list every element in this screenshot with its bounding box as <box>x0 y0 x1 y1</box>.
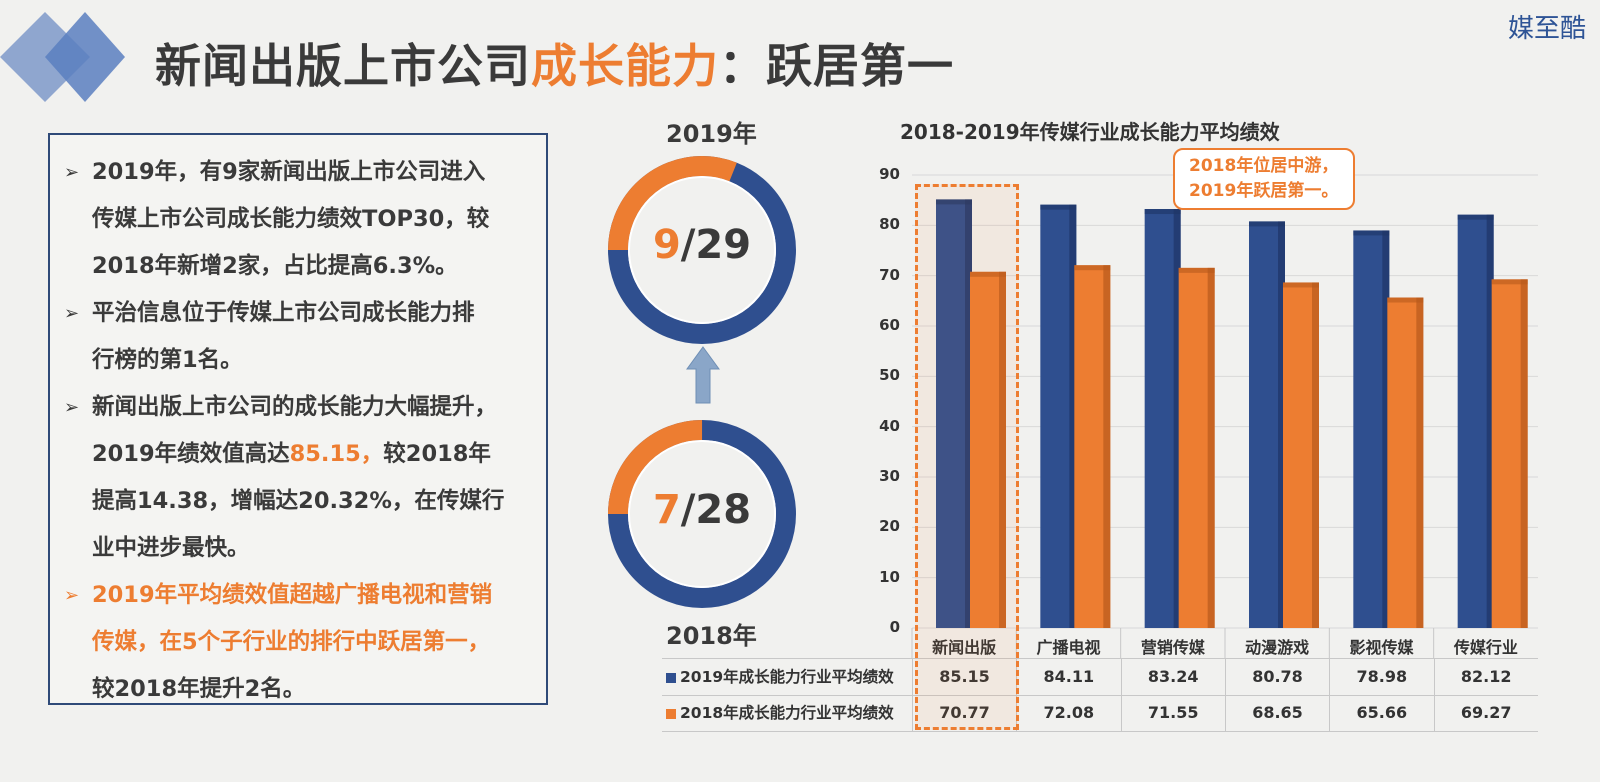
bar-2018-5 <box>1491 279 1528 628</box>
bar-2018-4 <box>1387 297 1424 628</box>
bar-2018-2 <box>1178 267 1215 628</box>
table-cell: 85.15 <box>912 659 1016 695</box>
donut-ring-orange <box>608 420 796 608</box>
legend-swatch-2019 <box>666 672 676 683</box>
arrow-bullet-icon: ➢ <box>64 585 80 606</box>
table-cell: 71.55 <box>1120 695 1225 731</box>
table-cell: 70.77 <box>912 695 1016 731</box>
bullet-2: ➢ 平治信息位于传媒上市公司成长能力排 行榜的第1名。 <box>64 290 536 384</box>
table-cell: 80.78 <box>1225 659 1329 695</box>
y-tick-label: 80 <box>879 215 900 234</box>
bar-2018-0 <box>970 271 1006 628</box>
bullet-4: ➢ 2019年平均绩效值超越广播电视和营销 传媒，在5个子行业的排行中跃居第一，… <box>64 572 536 713</box>
table-cell: 68.65 <box>1225 695 1329 731</box>
arrow-bullet-icon: ➢ <box>64 397 80 418</box>
table-cell: 84.11 <box>1016 659 1120 695</box>
donut-inner-edge <box>628 176 776 324</box>
category-label: 广播电视 <box>1036 638 1101 657</box>
table-row-2018: 2018年成长能力行业平均绩效 70.77 72.08 71.55 68.65 65.6… <box>662 695 1538 732</box>
y-tick-label: 40 <box>879 416 900 435</box>
donut-2018-year: 2018年 <box>666 622 757 650</box>
donut-2018-ratio: 7/28 <box>652 487 752 533</box>
table-row-2019: 2019年成长能力行业平均绩效 85.15 84.11 83.24 80.78 78.9… <box>662 659 1538 696</box>
chart-title: 2018-2019年传媒行业成长能力平均绩效 <box>900 120 1280 144</box>
arrow-bullet-icon: ➢ <box>64 162 80 183</box>
legend-2018: 2018年成长能力行业平均绩效 <box>662 695 916 731</box>
bar-2018-1 <box>1074 265 1111 628</box>
y-tick-label: 30 <box>879 467 900 485</box>
table-cell: 65.66 <box>1329 695 1433 731</box>
table-cell: 78.98 <box>1329 659 1433 695</box>
arrow-bullet-icon: ➢ <box>64 303 80 324</box>
bar-2019-4 <box>1353 230 1390 628</box>
table-cell: 72.08 <box>1016 695 1120 731</box>
category-label: 影视传媒 <box>1349 638 1414 657</box>
bullet-1: ➢ 2019年，有9家新闻出版上市公司进入 传媒上市公司成长能力绩效TOP30，… <box>64 149 536 290</box>
highlight-box <box>915 184 1019 730</box>
donut-2018 <box>608 420 796 608</box>
category-label: 动漫游戏 <box>1245 638 1310 657</box>
y-tick-label: 0 <box>889 618 900 636</box>
diamond-logo-icon <box>0 12 125 102</box>
y-tick-label: 10 <box>879 567 900 586</box>
y-tick-label: 60 <box>879 316 900 334</box>
donut-2019-ratio: 9/29 <box>652 222 752 268</box>
category-label: 传媒行业 <box>1453 638 1518 657</box>
chart-data-table: 2019年成长能力行业平均绩效 85.15 84.11 83.24 80.78 78.9… <box>662 658 1538 732</box>
page-title: 新闻出版上市公司成长能力：跃居第一 <box>155 39 954 93</box>
bar-2018-3 <box>1283 282 1319 628</box>
table-cell: 83.24 <box>1120 659 1225 695</box>
y-tick-label: 20 <box>879 517 900 536</box>
donut-2019 <box>608 156 796 344</box>
y-tick-label: 50 <box>879 366 900 385</box>
table-cell: 69.27 <box>1433 695 1538 731</box>
donut-inner-edge <box>628 440 776 588</box>
bar-2019-0 <box>936 199 972 628</box>
bar-2019-2 <box>1144 209 1181 628</box>
y-tick-label: 70 <box>879 265 900 284</box>
legend-swatch-2018 <box>666 708 676 719</box>
summary-box: ➢ 2019年，有9家新闻出版上市公司进入 传媒上市公司成长能力绩效TOP30，… <box>48 133 548 705</box>
callout-annotation: 2018年位居中游， 2019年跃居第一。 <box>1173 148 1355 210</box>
bar-2019-3 <box>1249 221 1285 628</box>
category-label: 营销传媒 <box>1140 638 1205 657</box>
legend-2019: 2019年成长能力行业平均绩效 <box>662 659 916 695</box>
donut-ring-orange <box>608 156 796 344</box>
up-arrow-icon <box>686 346 720 404</box>
y-tick-label: 90 <box>879 165 900 183</box>
bar-2019-5 <box>1457 214 1494 629</box>
donut-2019-year: 2019年 <box>666 120 757 148</box>
category-label: 新闻出版 <box>932 638 997 657</box>
bullet-3: ➢ 新闻出版上市公司的成长能力大幅提升， 2019年绩效值高达85.15，较20… <box>64 384 536 572</box>
table-cell: 82.12 <box>1433 659 1538 695</box>
bar-2019-1 <box>1040 204 1077 628</box>
brand-watermark: 媒至酷 <box>1507 14 1586 44</box>
